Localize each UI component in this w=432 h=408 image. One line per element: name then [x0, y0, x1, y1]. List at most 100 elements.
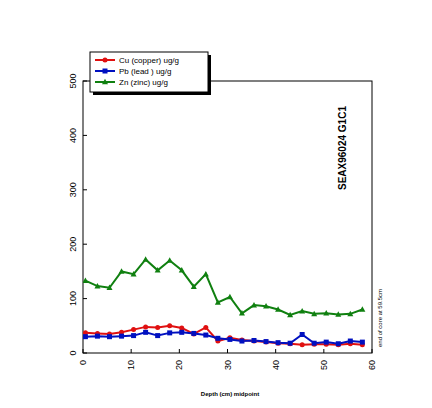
y-tick-label: 0 [68, 350, 78, 355]
point [191, 331, 196, 336]
point [191, 283, 197, 289]
point [359, 306, 365, 312]
point [155, 333, 160, 338]
point [288, 341, 293, 346]
y-tick [83, 81, 87, 82]
point [131, 333, 136, 338]
y-tick [83, 189, 87, 190]
x-tick [227, 349, 228, 353]
legend-marker [103, 69, 108, 74]
point [251, 302, 257, 308]
point [347, 311, 353, 317]
plot-frame [83, 81, 372, 353]
point [264, 340, 269, 345]
point [324, 340, 329, 345]
point [179, 267, 185, 273]
series-line [85, 259, 362, 314]
x-tick-label: 50 [319, 360, 329, 370]
x-tick-label: 40 [271, 360, 281, 370]
legend-label: Cu (copper) ug/g [119, 56, 179, 65]
point [143, 330, 148, 335]
x-tick-label: 20 [174, 360, 184, 370]
point [119, 268, 125, 274]
point [227, 337, 232, 342]
point [239, 339, 244, 344]
series-line [85, 332, 362, 343]
end-note: end of core at 59.5cm [377, 289, 383, 347]
x-tick [275, 349, 276, 353]
point [155, 325, 160, 330]
point [276, 340, 281, 345]
point [143, 256, 149, 262]
x-axis-label: Depth (cm) midpoint [201, 391, 259, 397]
point [191, 331, 196, 336]
x-tick [372, 349, 373, 353]
legend: Cu (copper) ug/g Pb (lead ) ug/g Zn (zinc)… [90, 52, 211, 95]
legend-label: Pb (lead ) ug/g [119, 67, 171, 76]
y-tick [83, 244, 87, 245]
y-tick-label: 300 [68, 182, 78, 197]
y-tick [83, 298, 87, 299]
point [335, 311, 341, 317]
point [251, 338, 256, 343]
x-tick [179, 349, 180, 353]
point [311, 311, 317, 317]
point [107, 334, 112, 339]
point [143, 324, 148, 329]
y-tick [83, 353, 87, 354]
point [119, 334, 124, 339]
point [83, 334, 88, 339]
point [106, 285, 112, 291]
point [239, 310, 245, 316]
legend-box [90, 52, 208, 92]
x-tick [83, 349, 84, 353]
point [360, 340, 365, 345]
point [155, 267, 161, 273]
x-tick-label: 0 [78, 360, 88, 365]
chart: 0 100 200 300 400 500 0 10 20 30 40 50 60 Depth (cm) … [0, 0, 432, 408]
point [263, 303, 269, 309]
point [167, 330, 172, 335]
y-tick-label: 100 [68, 291, 78, 306]
point [215, 299, 221, 305]
point [288, 341, 293, 346]
point [275, 306, 281, 312]
x-tick-label: 60 [367, 360, 377, 370]
point [179, 330, 184, 335]
x-tick-label: 30 [223, 360, 233, 370]
point [312, 341, 317, 346]
point [251, 339, 256, 344]
x-tick [131, 349, 132, 353]
point [131, 327, 136, 332]
point [227, 294, 233, 300]
legend-marker [103, 58, 108, 63]
point [179, 325, 184, 330]
point [300, 332, 305, 337]
point [264, 339, 269, 344]
point [336, 341, 341, 346]
point [167, 257, 173, 263]
point [167, 323, 172, 328]
point [215, 336, 220, 341]
core-label: SEAX96024 G1C1 [337, 106, 348, 190]
y-tick [83, 135, 87, 136]
point [323, 310, 329, 316]
point [276, 341, 281, 346]
point [95, 334, 100, 339]
point [300, 342, 305, 347]
point [348, 339, 353, 344]
plot-data [83, 256, 365, 347]
legend-label: Zn (zinc) ug/g [119, 78, 168, 87]
point [94, 283, 100, 289]
x-tick-label: 10 [126, 360, 136, 370]
y-tick-label: 400 [68, 128, 78, 143]
series-line [85, 326, 362, 345]
point [83, 277, 88, 283]
y-tick-label: 500 [68, 73, 78, 88]
point [287, 312, 293, 318]
y-tick-label: 200 [68, 237, 78, 252]
point [203, 325, 208, 330]
point [203, 271, 209, 277]
point [203, 333, 208, 338]
x-tick [323, 349, 324, 353]
